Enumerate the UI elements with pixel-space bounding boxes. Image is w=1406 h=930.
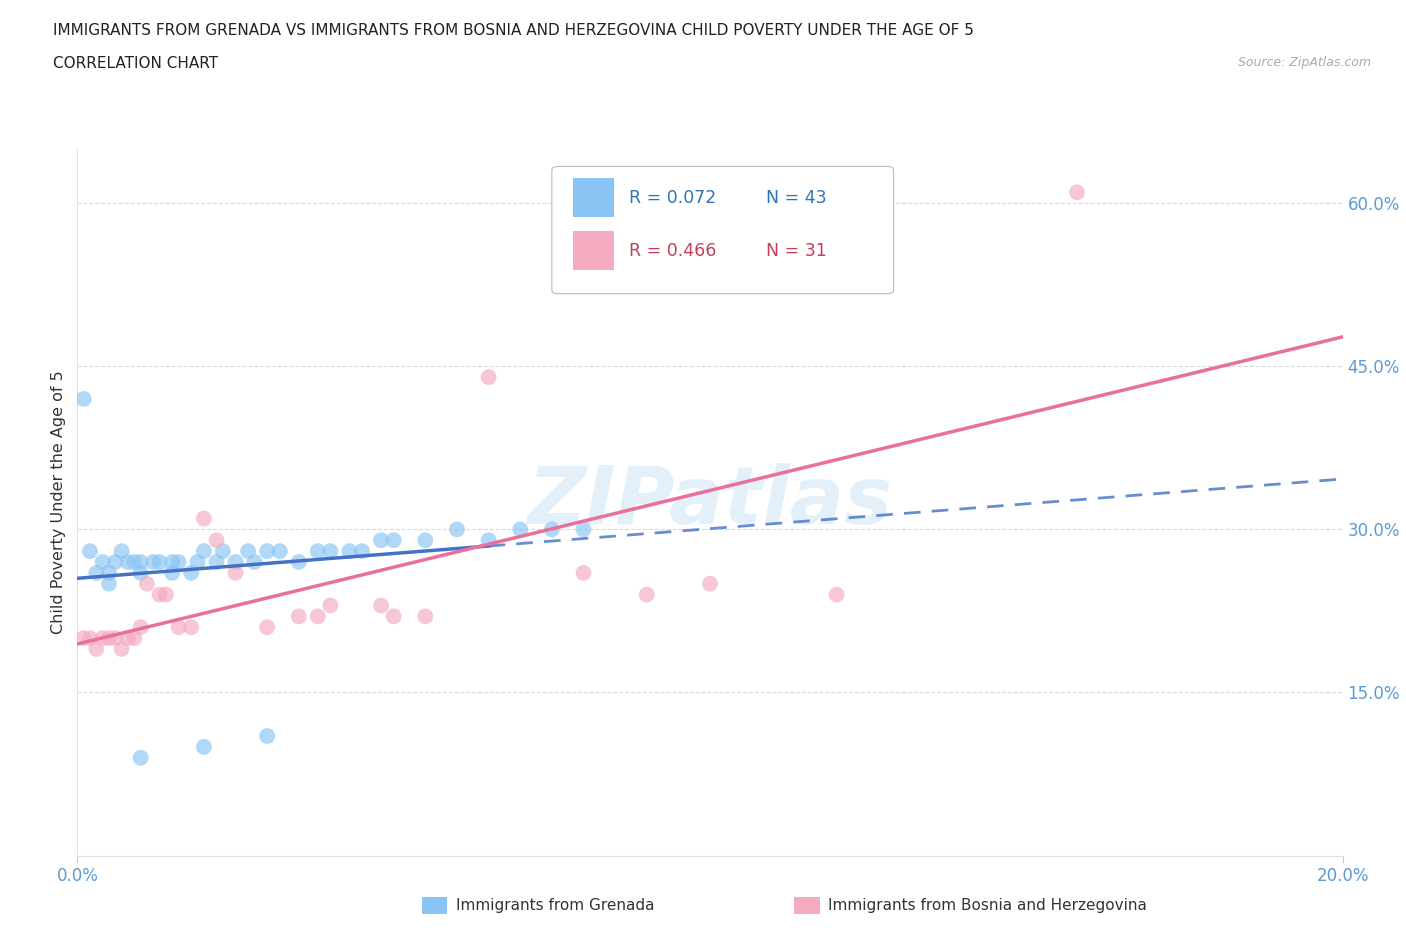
Point	[111, 642, 132, 657]
Point	[135, 577, 157, 591]
Point	[1066, 185, 1088, 200]
Point	[205, 533, 228, 548]
Text: N = 43: N = 43	[766, 189, 827, 206]
Point	[256, 544, 278, 559]
Point	[193, 544, 215, 559]
Point	[73, 392, 96, 406]
Point	[124, 631, 146, 645]
Point	[149, 587, 172, 602]
Point	[155, 587, 177, 602]
Text: Immigrants from Bosnia and Herzegovina: Immigrants from Bosnia and Herzegovina	[828, 898, 1147, 913]
Text: IMMIGRANTS FROM GRENADA VS IMMIGRANTS FROM BOSNIA AND HERZEGOVINA CHILD POVERTY : IMMIGRANTS FROM GRENADA VS IMMIGRANTS FR…	[53, 23, 974, 38]
Point	[186, 554, 209, 569]
Point	[91, 631, 114, 645]
Point	[129, 565, 152, 580]
Point	[370, 598, 392, 613]
Point	[413, 609, 436, 624]
Point	[205, 554, 228, 569]
Point	[129, 751, 152, 765]
Point	[142, 554, 165, 569]
Point	[129, 619, 152, 634]
Point	[193, 739, 215, 754]
Point	[319, 544, 342, 559]
Point	[572, 565, 595, 580]
Point	[98, 565, 120, 580]
Text: N = 31: N = 31	[766, 242, 827, 259]
FancyBboxPatch shape	[574, 179, 614, 218]
Point	[167, 619, 190, 634]
Point	[162, 554, 183, 569]
Point	[180, 619, 202, 634]
Point	[104, 631, 127, 645]
Point	[269, 544, 291, 559]
Point	[86, 642, 108, 657]
Point	[572, 522, 595, 537]
Point	[236, 544, 259, 559]
Point	[307, 609, 329, 624]
Point	[98, 577, 120, 591]
Point	[446, 522, 468, 537]
Point	[288, 554, 311, 569]
Text: R = 0.466: R = 0.466	[628, 242, 717, 259]
Point	[337, 544, 360, 559]
Text: Source: ZipAtlas.com: Source: ZipAtlas.com	[1237, 56, 1371, 69]
Point	[117, 554, 139, 569]
Point	[352, 544, 374, 559]
Point	[98, 631, 120, 645]
Point	[180, 565, 202, 580]
Point	[111, 544, 132, 559]
Point	[256, 728, 278, 743]
Point	[509, 522, 531, 537]
Point	[225, 554, 247, 569]
Point	[288, 609, 311, 624]
Text: Immigrants from Grenada: Immigrants from Grenada	[456, 898, 654, 913]
Point	[307, 544, 329, 559]
Point	[699, 577, 721, 591]
Y-axis label: Child Poverty Under the Age of 5: Child Poverty Under the Age of 5	[51, 370, 66, 634]
Point	[477, 370, 501, 385]
Text: R = 0.072: R = 0.072	[628, 189, 716, 206]
Point	[636, 587, 658, 602]
Point	[79, 631, 101, 645]
Point	[370, 533, 392, 548]
Point	[256, 619, 278, 634]
Point	[79, 544, 101, 559]
Text: CORRELATION CHART: CORRELATION CHART	[53, 56, 218, 71]
Point	[540, 522, 562, 537]
Point	[825, 587, 848, 602]
FancyBboxPatch shape	[574, 232, 614, 271]
Point	[243, 554, 266, 569]
Point	[167, 554, 190, 569]
Point	[129, 554, 152, 569]
Point	[211, 544, 233, 559]
Point	[477, 533, 501, 548]
Point	[117, 631, 139, 645]
Point	[193, 512, 215, 526]
FancyBboxPatch shape	[551, 166, 894, 294]
Point	[225, 565, 247, 580]
Point	[86, 565, 108, 580]
Point	[413, 533, 436, 548]
Point	[149, 554, 172, 569]
Point	[382, 609, 405, 624]
Text: ZIPatlas: ZIPatlas	[527, 463, 893, 541]
Point	[91, 554, 114, 569]
Point	[382, 533, 405, 548]
Point	[162, 565, 183, 580]
Point	[124, 554, 146, 569]
Point	[104, 554, 127, 569]
Point	[73, 631, 96, 645]
Point	[319, 598, 342, 613]
